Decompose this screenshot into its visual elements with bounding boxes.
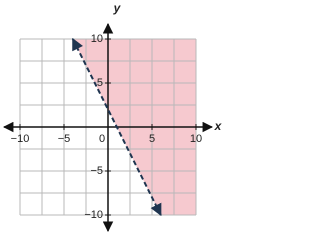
boundary-line (71, 37, 162, 217)
plot: −10 −5 5 10 −10 −5 5 10 0 (2, 22, 214, 233)
origin-label: 0 (99, 133, 105, 145)
x-tick-label: 10 (190, 133, 202, 145)
x-tick-label: 5 (149, 133, 155, 145)
y-tick-label: −5 (90, 165, 103, 177)
y-axis-label: y (113, 1, 122, 15)
y-tick-label: −10 (84, 209, 103, 221)
y-tick-label: 5 (97, 77, 103, 89)
x-tick-label: −5 (58, 133, 71, 145)
x-tick-label: −10 (11, 133, 30, 145)
y-tick-label: 10 (91, 33, 103, 45)
x-axis-label: x (214, 119, 223, 133)
chart: −10 −5 5 10 −10 −5 5 10 0 x y (2, 1, 223, 233)
